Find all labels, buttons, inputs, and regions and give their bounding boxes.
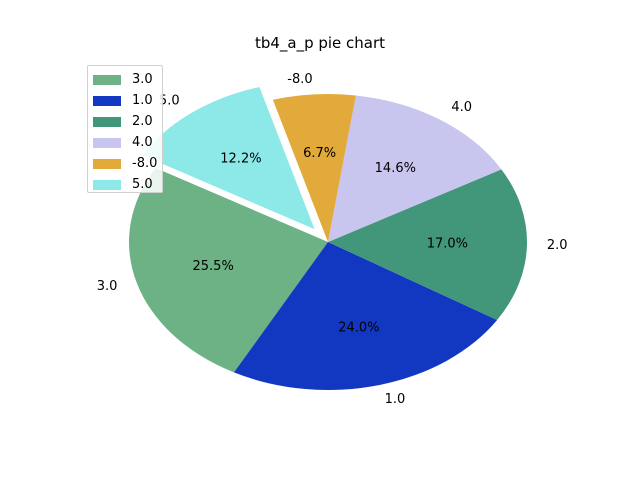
legend-label: 5.0 [132,177,153,192]
legend-item: 3.0 [93,69,162,90]
pie-slice [142,86,315,230]
legend-label: 2.0 [132,114,153,129]
slice-percentage-label: 24.0% [338,320,379,335]
slice-percentage-label: 14.6% [375,161,416,176]
legend-item: 2.0 [93,111,162,132]
slice-category-label: -8.0 [287,72,312,87]
slice-category-label: 5.0 [159,93,180,108]
legend-label: 1.0 [132,93,153,108]
slice-category-label: 3.0 [97,279,118,294]
legend-swatch [93,137,121,148]
pie-slice [328,95,502,242]
slice-percentage-label: 6.7% [303,146,336,161]
pie-slice [328,169,527,320]
legend-item: -8.0 [93,153,162,174]
pie-slice [272,94,356,242]
chart-title: tb4_a_p pie chart [254,34,386,52]
legend-swatch [93,179,121,190]
legend-swatch [93,95,121,106]
slice-percentage-label: 25.5% [193,259,234,274]
pie-slice [233,242,498,390]
legend-item: 4.0 [93,132,162,153]
slice-category-label: 4.0 [451,100,472,115]
slice-category-label: 2.0 [547,238,568,253]
slice-percentage-label: 12.2% [220,152,261,167]
pie-slice [128,168,328,373]
slice-percentage-label: 17.0% [427,236,468,251]
legend-label: 4.0 [132,135,153,150]
slice-category-label: 1.0 [385,392,406,407]
legend-swatch [93,116,121,127]
legend-label: -8.0 [132,156,158,171]
legend-label: 3.0 [132,72,153,87]
legend-item: 1.0 [93,90,162,111]
legend-swatch [93,74,121,85]
legend: 3.0 1.0 2.0 4.0 -8.0 5.0 [87,65,163,193]
legend-swatch [93,158,121,169]
legend-item: 5.0 [93,174,162,195]
